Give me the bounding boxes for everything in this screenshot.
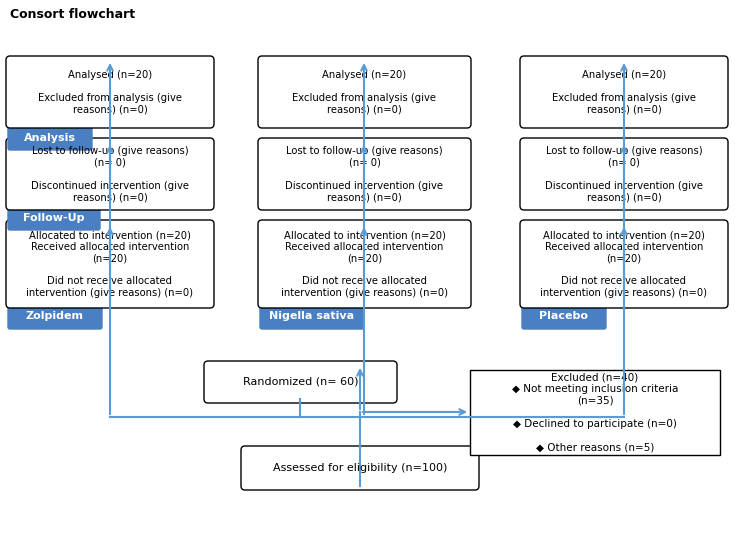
Text: Analysis: Analysis [24,133,76,143]
Text: Analysed (n=20)

Excluded from analysis (give
reasons) (n=0): Analysed (n=20) Excluded from analysis (… [38,69,182,114]
Text: Lost to follow-up (give reasons)
(n= 0)

Discontinued intervention (give
reasons: Lost to follow-up (give reasons) (n= 0) … [545,146,703,202]
FancyBboxPatch shape [520,56,728,128]
Text: Allocated to intervention (n=20)
Received allocated intervention
(n=20)

Did not: Allocated to intervention (n=20) Receive… [281,230,448,298]
FancyBboxPatch shape [522,303,606,329]
Text: Assessed for eligibility (n=100): Assessed for eligibility (n=100) [273,463,447,473]
Text: Nigella sativa: Nigella sativa [270,311,354,321]
FancyBboxPatch shape [258,220,471,308]
Text: Analysed (n=20)

Excluded from analysis (give
reasons) (n=0): Analysed (n=20) Excluded from analysis (… [552,69,696,114]
FancyBboxPatch shape [470,370,720,455]
Text: Follow-Up: Follow-Up [24,213,85,223]
Text: Lost to follow-up (give reasons)
(n= 0)

Discontinued intervention (give
reasons: Lost to follow-up (give reasons) (n= 0) … [285,146,443,202]
FancyBboxPatch shape [6,220,214,308]
FancyBboxPatch shape [258,138,471,210]
FancyBboxPatch shape [6,56,214,128]
FancyBboxPatch shape [6,138,214,210]
Text: Analysed (n=20)

Excluded from analysis (give
reasons) (n=0): Analysed (n=20) Excluded from analysis (… [293,69,437,114]
FancyBboxPatch shape [8,126,92,150]
FancyBboxPatch shape [241,446,479,490]
Text: Excluded (n=40)
◆ Not meeting inclusion criteria
(n=35)

◆ Declined to participa: Excluded (n=40) ◆ Not meeting inclusion … [512,373,678,452]
Text: Allocated to intervention (n=20)
Received allocated intervention
(n=20)

Did not: Allocated to intervention (n=20) Receive… [26,230,193,298]
FancyBboxPatch shape [258,56,471,128]
Text: Consort flowchart: Consort flowchart [10,8,135,21]
Text: Allocated to intervention (n=20)
Received allocated intervention
(n=20)

Did not: Allocated to intervention (n=20) Receive… [540,230,708,298]
FancyBboxPatch shape [520,138,728,210]
Text: Lost to follow-up (give reasons)
(n= 0)

Discontinued intervention (give
reasons: Lost to follow-up (give reasons) (n= 0) … [31,146,189,202]
FancyBboxPatch shape [520,220,728,308]
FancyBboxPatch shape [204,361,397,403]
FancyBboxPatch shape [8,303,102,329]
Text: Placebo: Placebo [539,311,589,321]
FancyBboxPatch shape [8,206,100,230]
Text: Zolpidem: Zolpidem [26,311,84,321]
Text: Randomized (n= 60): Randomized (n= 60) [243,377,358,387]
FancyBboxPatch shape [260,303,364,329]
